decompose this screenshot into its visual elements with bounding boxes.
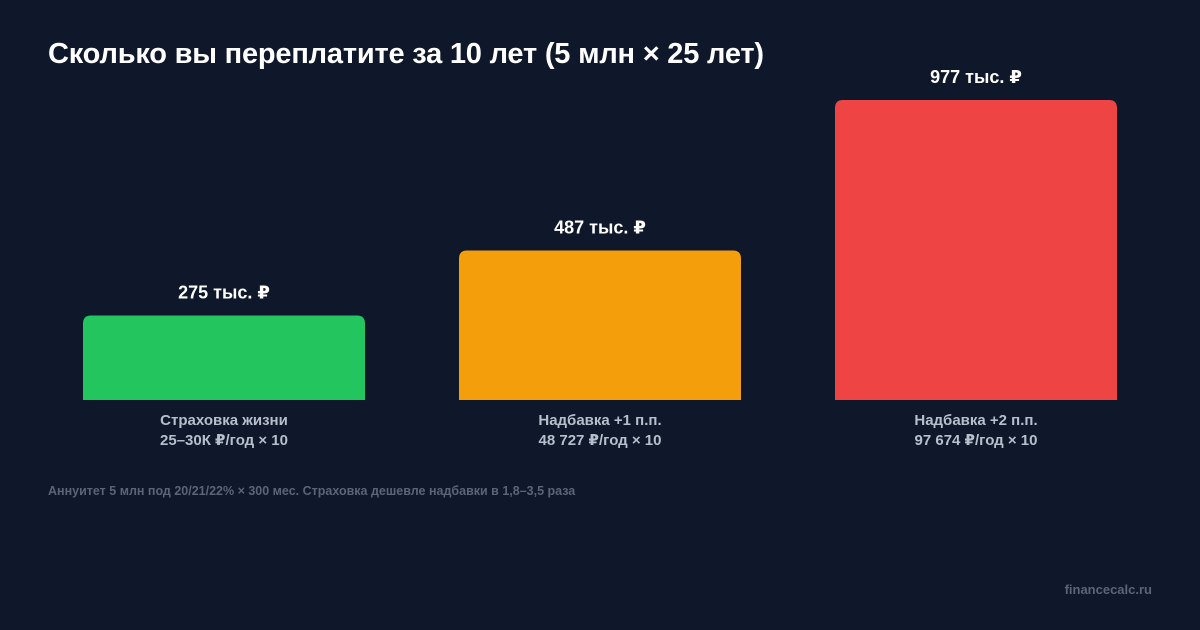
bar-group-3: 977 тыс. ₽ Надбавка +2 п.п. 97 674 ₽/год ×… <box>835 67 1117 449</box>
bar-1 <box>83 315 365 400</box>
category-sublabel: 97 674 ₽/год × 10 <box>915 432 1038 449</box>
category-sublabel: 48 727 ₽/год × 10 <box>539 432 662 449</box>
footnote: Аннуитет 5 млн под 20/21/22% × 300 мес. … <box>48 484 576 498</box>
site-watermark: financecalc.ru <box>1064 582 1152 597</box>
bar-2 <box>459 250 741 400</box>
bar-3 <box>835 100 1117 400</box>
category-label: Надбавка +1 п.п. <box>538 412 661 429</box>
category-label: Страховка жизни <box>160 412 288 429</box>
bar-value-label: 275 тыс. ₽ <box>178 283 270 303</box>
category-label: Надбавка +2 п.п. <box>914 412 1037 429</box>
bar-group-2: 487 тыс. ₽ Надбавка +1 п.п. 48 727 ₽/год ×… <box>459 217 741 449</box>
bar-group-1: 275 тыс. ₽ Страховка жизни 25–30К ₽/год × … <box>83 283 365 449</box>
bar-value-label: 487 тыс. ₽ <box>554 217 646 237</box>
chart-title: Сколько вы переплатите за 10 лет (5 млн … <box>48 38 764 70</box>
category-sublabel: 25–30К ₽/год × 10 <box>160 432 288 449</box>
bar-value-label: 977 тыс. ₽ <box>930 67 1022 87</box>
